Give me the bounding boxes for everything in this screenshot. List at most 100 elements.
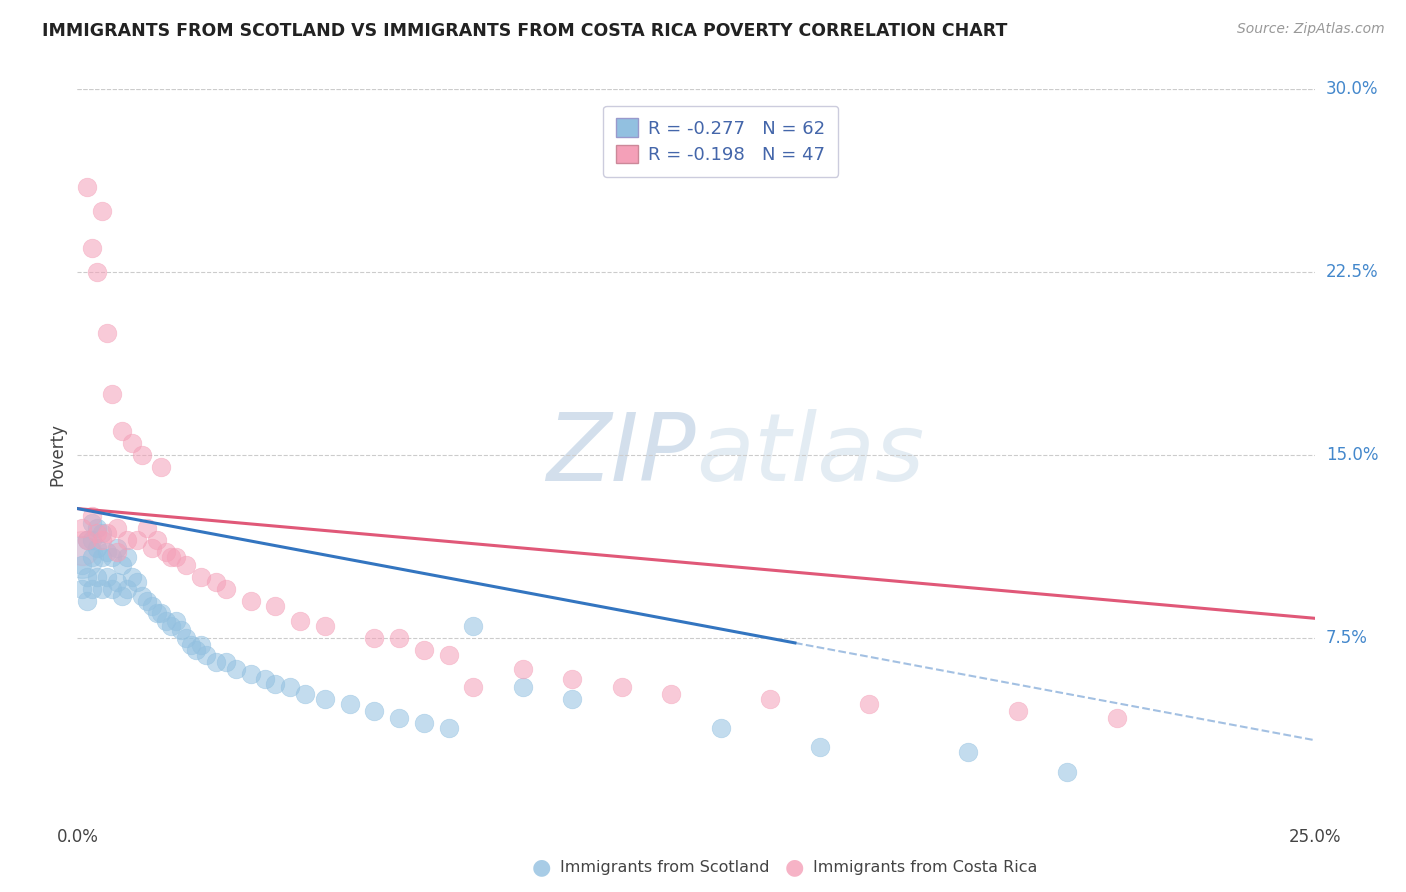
Point <box>1056 764 1078 779</box>
Point <box>512 663 534 677</box>
Point <box>957 745 980 759</box>
Point <box>131 448 153 462</box>
Point <box>314 691 336 706</box>
Point <box>215 655 238 669</box>
Point <box>512 680 534 694</box>
Point <box>165 614 187 628</box>
Point <box>180 638 202 652</box>
Point <box>82 516 104 531</box>
Point <box>82 241 104 255</box>
Point <box>72 582 94 596</box>
Point <box>86 265 108 279</box>
Point <box>160 550 183 565</box>
Point <box>135 594 157 608</box>
Point <box>125 574 148 589</box>
Point <box>91 525 114 540</box>
Point <box>412 643 434 657</box>
Point <box>111 590 134 604</box>
Point <box>111 424 134 438</box>
Text: atlas: atlas <box>696 409 924 500</box>
Point <box>86 525 108 540</box>
Point <box>388 631 411 645</box>
Point <box>72 558 94 572</box>
Point <box>76 570 98 584</box>
Point <box>239 667 262 681</box>
Point <box>463 680 485 694</box>
Point <box>150 607 173 621</box>
Point <box>82 508 104 523</box>
Point <box>105 521 128 535</box>
Point <box>239 594 262 608</box>
Point <box>72 521 94 535</box>
Point <box>1007 704 1029 718</box>
Point <box>254 672 277 686</box>
Point <box>125 533 148 548</box>
Point <box>190 638 212 652</box>
Text: 7.5%: 7.5% <box>1326 629 1368 647</box>
Point <box>561 691 583 706</box>
Point <box>96 570 118 584</box>
Point <box>759 691 782 706</box>
Point <box>101 582 124 596</box>
Point <box>91 204 114 219</box>
Point <box>215 582 238 596</box>
Point <box>82 582 104 596</box>
Text: IMMIGRANTS FROM SCOTLAND VS IMMIGRANTS FROM COSTA RICA POVERTY CORRELATION CHART: IMMIGRANTS FROM SCOTLAND VS IMMIGRANTS F… <box>42 22 1008 40</box>
Point <box>141 599 163 613</box>
Point <box>91 550 114 565</box>
Text: 22.5%: 22.5% <box>1326 263 1378 281</box>
Point <box>170 624 193 638</box>
Text: ●: ● <box>531 857 551 877</box>
Point <box>205 574 228 589</box>
Point <box>264 677 287 691</box>
Point <box>76 594 98 608</box>
Point <box>294 687 316 701</box>
Point <box>111 558 134 572</box>
Text: Immigrants from Costa Rica: Immigrants from Costa Rica <box>813 860 1038 874</box>
Point <box>101 550 124 565</box>
Point <box>101 387 124 401</box>
Point <box>561 672 583 686</box>
Point <box>105 541 128 555</box>
Point <box>121 570 143 584</box>
Point <box>184 643 207 657</box>
Point <box>463 618 485 632</box>
Point <box>82 533 104 548</box>
Point <box>86 541 108 555</box>
Point <box>91 533 114 548</box>
Point <box>141 541 163 555</box>
Point <box>278 680 301 694</box>
Point <box>105 574 128 589</box>
Point <box>264 599 287 613</box>
Point <box>105 545 128 559</box>
Point <box>155 614 177 628</box>
Text: ●: ● <box>785 857 804 877</box>
Point <box>96 545 118 559</box>
Point <box>150 460 173 475</box>
Point <box>96 525 118 540</box>
Point <box>76 533 98 548</box>
Point <box>135 521 157 535</box>
Text: Immigrants from Scotland: Immigrants from Scotland <box>560 860 769 874</box>
Point <box>121 435 143 450</box>
Point <box>76 179 98 194</box>
Point <box>115 550 138 565</box>
Point <box>412 716 434 731</box>
Legend: R = -0.277   N = 62, R = -0.198   N = 47: R = -0.277 N = 62, R = -0.198 N = 47 <box>603 105 838 177</box>
Point <box>155 545 177 559</box>
Point <box>388 711 411 725</box>
Point <box>76 533 98 548</box>
Point <box>363 631 385 645</box>
Point <box>288 614 311 628</box>
Point <box>72 550 94 565</box>
Point <box>314 618 336 632</box>
Point <box>808 740 831 755</box>
Point <box>165 550 187 565</box>
Point <box>1105 711 1128 725</box>
Point <box>160 618 183 632</box>
Point <box>190 570 212 584</box>
Point <box>91 582 114 596</box>
Point <box>710 721 733 735</box>
Y-axis label: Poverty: Poverty <box>48 424 66 486</box>
Point <box>437 648 460 662</box>
